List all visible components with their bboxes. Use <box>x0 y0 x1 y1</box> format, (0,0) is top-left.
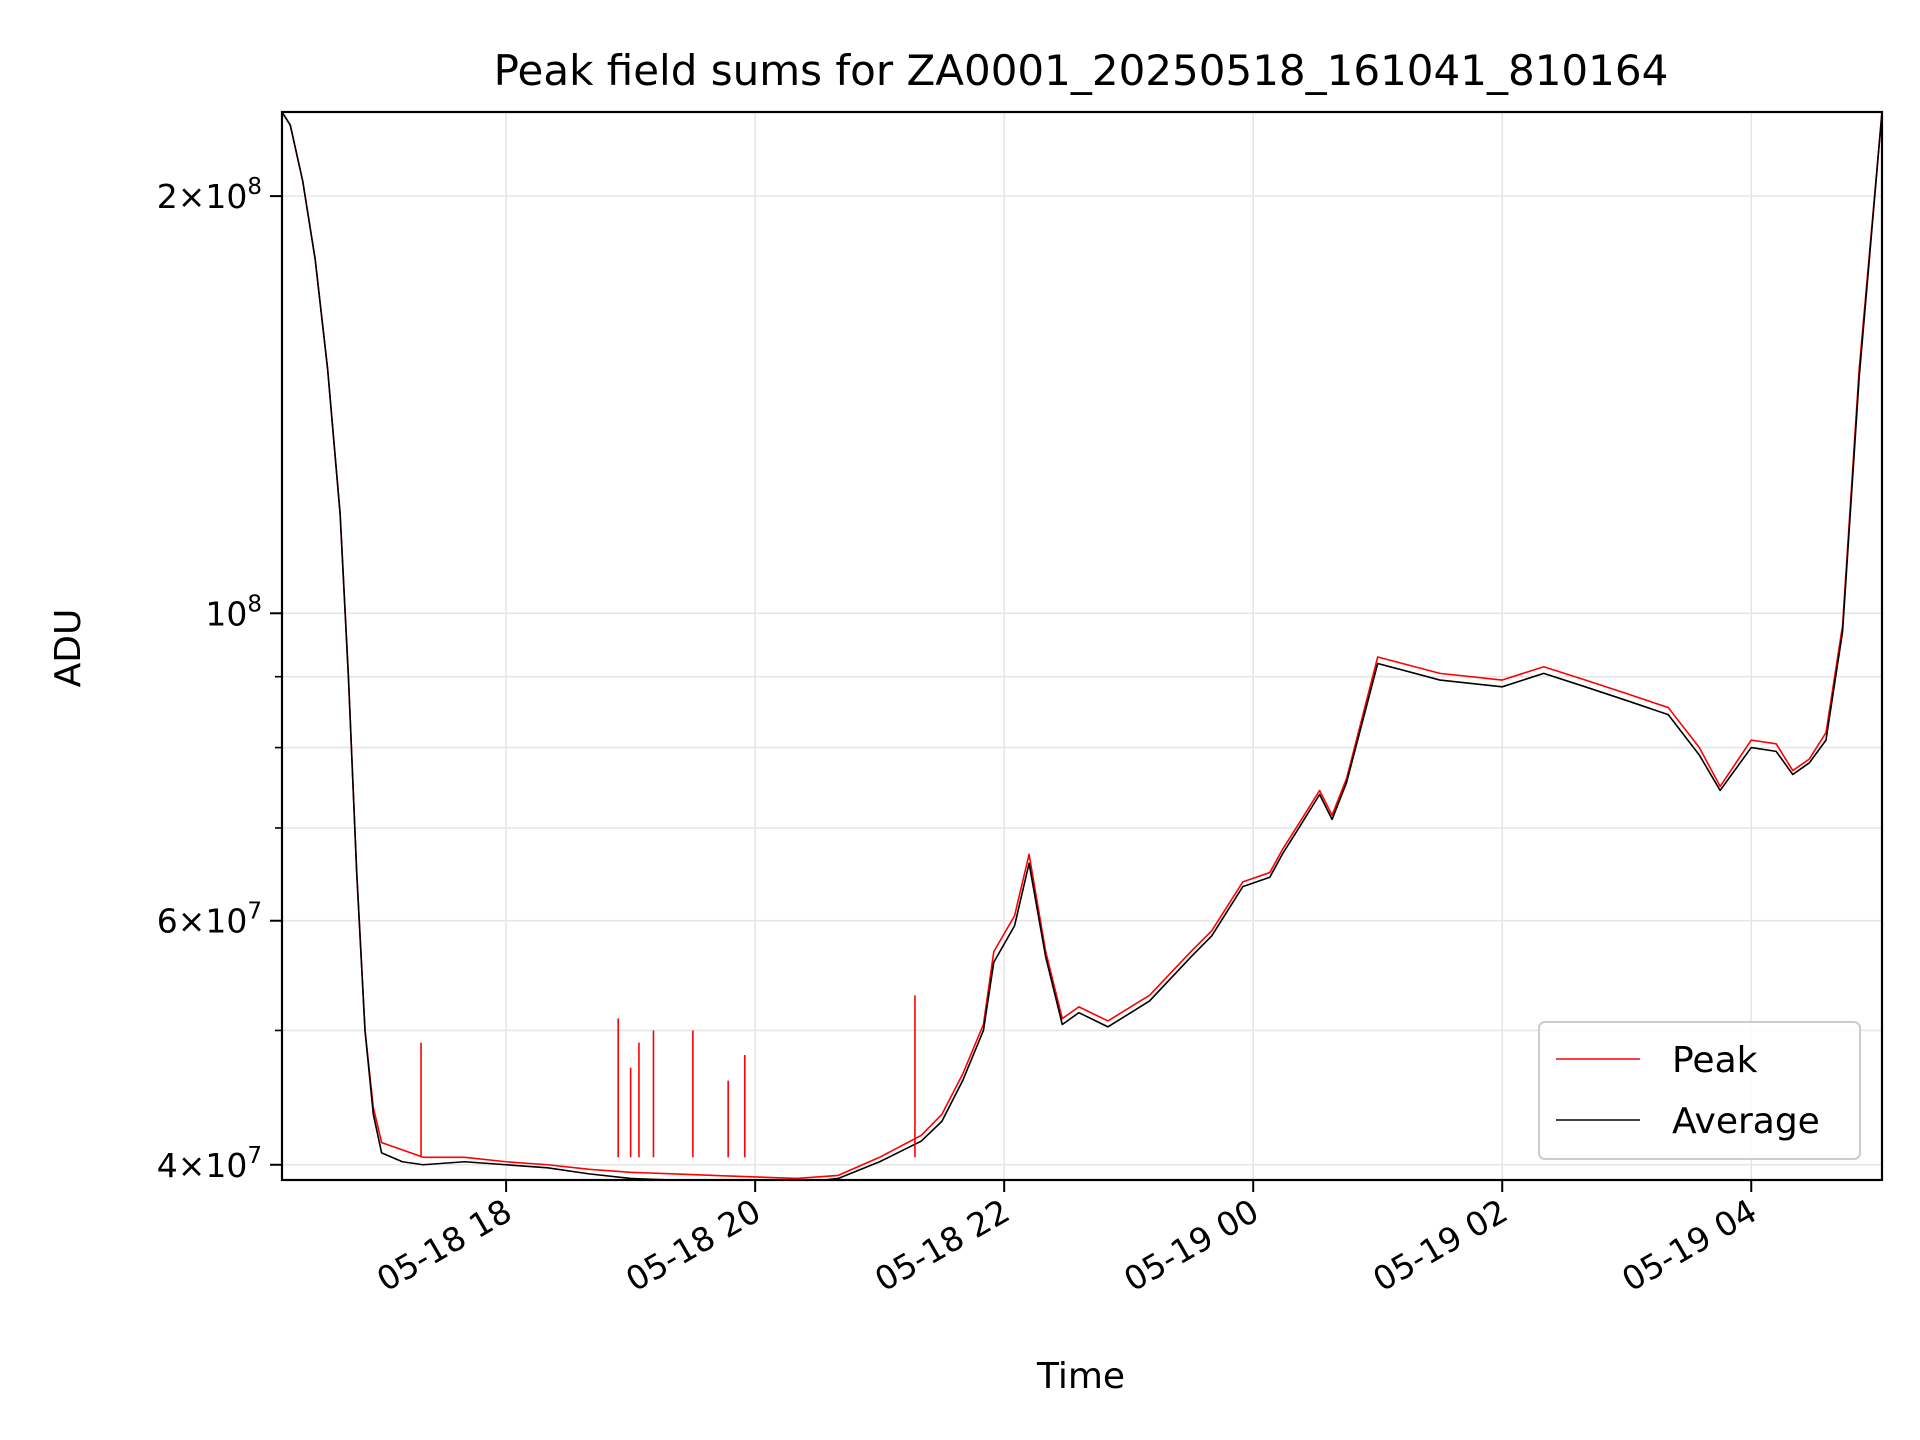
legend-peak-label: Peak <box>1672 1040 1758 1081</box>
y-axis-label: ADU <box>48 609 89 688</box>
legend-box <box>1538 1021 1861 1160</box>
plot-frame <box>280 110 1884 1182</box>
y-tick-label: 6×107 <box>157 899 262 941</box>
y-tick-label: 4×107 <box>157 1143 262 1185</box>
y-tick-label: 108 <box>205 591 262 633</box>
series-line-peak <box>282 112 1882 1180</box>
y-tick-label: 2×108 <box>157 174 262 216</box>
legend: Peak Average <box>1538 1021 1861 1160</box>
grid <box>282 112 1882 1180</box>
legend-average-label: Average <box>1672 1101 1820 1142</box>
series-line-average <box>282 112 1882 1180</box>
chart-title: Peak field sums for ZA0001_20250518_1610… <box>494 46 1669 95</box>
y-axis: 4×107 6×107 108 2×108 <box>157 174 282 1185</box>
x-axis-label: Time <box>1036 1356 1125 1397</box>
